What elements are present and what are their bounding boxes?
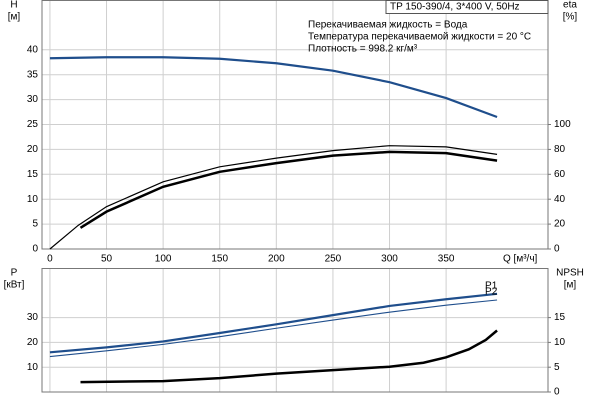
info-text: Перекачиваемая жидкость = Вода [308, 20, 468, 31]
y-tick-label: 30 [27, 312, 39, 323]
y-axis-title: H [10, 0, 17, 11]
y2-axis-title: [м] [564, 280, 577, 291]
series-label: P2 [485, 287, 498, 298]
y2-axis-title: eta [563, 0, 577, 11]
info-text: Плотность = 998.2 кг/м³ [308, 44, 418, 55]
y-tick-label: 40 [27, 44, 39, 55]
x-tick-label: 100 [155, 254, 172, 265]
info-box [385, 0, 549, 14]
y2-axis-title: [%] [563, 12, 578, 23]
y-tick-label: 15 [27, 169, 39, 180]
y-tick-label: 0 [32, 244, 38, 255]
info-text: TP 150-390/4, 3*400 V, 50Hz [390, 2, 520, 13]
y-tick-label: 35 [27, 69, 39, 80]
curve [80, 329, 498, 384]
y2-tick-label: 60 [554, 169, 566, 180]
x-tick-label: 250 [325, 254, 342, 265]
y2-tick-label: 80 [554, 144, 566, 155]
curve [49, 56, 498, 119]
y2-tick-label: 15 [554, 312, 566, 323]
y2-tick-label: 5 [554, 362, 560, 373]
y-tick-label: 5 [32, 219, 38, 230]
y2-axis-title: NPSH [556, 268, 584, 279]
x-tick-label: 150 [211, 254, 228, 265]
x-tick-label: 200 [268, 254, 285, 265]
curve [49, 145, 498, 250]
info-text: Температура перекачиваемой жидкости = 20… [308, 32, 531, 43]
y-tick-label: 20 [27, 337, 39, 348]
y-axis-title: [м] [8, 12, 21, 23]
y-tick-label: 10 [27, 362, 39, 373]
y-tick-label: 10 [27, 194, 39, 205]
x-tick-label: 50 [101, 254, 113, 265]
x-tick-label: 300 [381, 254, 398, 265]
y-axis-title: [кВт] [4, 280, 25, 291]
curve [49, 299, 498, 358]
y2-tick-label: 40 [554, 194, 566, 205]
plot-frame [41, 0, 549, 250]
y-tick-label: 25 [27, 119, 39, 130]
y2-tick-label: 100 [554, 119, 571, 130]
curve [49, 292, 498, 354]
curve [79, 150, 498, 229]
y2-tick-label: 10 [554, 337, 566, 348]
y-tick-label: 20 [27, 144, 39, 155]
y-axis-title: P [11, 268, 18, 279]
x-tick-label: 0 [47, 254, 53, 265]
y2-tick-label: 20 [554, 219, 566, 230]
x-tick-label: 350 [438, 254, 455, 265]
y2-tick-label: 0 [554, 387, 560, 398]
x-axis-title: Q [м³/ч] [503, 254, 538, 265]
series-label: P1 [485, 280, 498, 291]
y2-tick-label: 0 [554, 244, 560, 255]
plot-frame [41, 268, 549, 393]
y-tick-label: 30 [27, 94, 39, 105]
